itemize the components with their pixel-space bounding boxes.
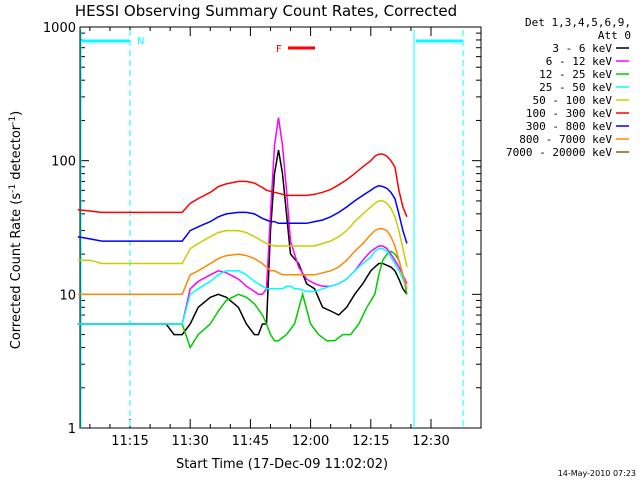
x-tick-label: 12:30	[412, 434, 449, 449]
x-axis-label: Start Time (17-Dec-09 11:02:02)	[176, 457, 388, 472]
legend-label: 800 - 7000 keV	[519, 133, 612, 146]
legend-header: Det 1,3,4,5,6,9,	[525, 16, 631, 29]
legend-label: 12 - 25 keV	[539, 68, 612, 81]
legend-label: 300 - 800 keV	[526, 120, 612, 133]
x-tick-label: 11:30	[171, 434, 208, 449]
y-tick-label: 10	[59, 288, 76, 303]
y-tick-label: 100	[51, 155, 76, 170]
x-tick-label: 11:15	[111, 434, 148, 449]
legend-label: 100 - 300 keV	[526, 107, 612, 120]
legend-label: 50 - 100 keV	[533, 94, 613, 107]
y-axis-label: Corrected Count Rate (s-1 detector-1)	[8, 111, 24, 349]
series-line-1	[77, 117, 408, 325]
series-line-2	[77, 250, 408, 350]
legend-label: 25 - 50 keV	[539, 81, 612, 94]
legend-label: 6 - 12 keV	[546, 55, 613, 68]
series-line-5	[77, 153, 408, 218]
series-line-7	[77, 227, 408, 296]
flare-label: F	[276, 44, 282, 55]
legend-header: Att 0	[598, 29, 631, 42]
legend-label: 3 - 6 keV	[552, 42, 612, 55]
y-tick-label: 1000	[43, 21, 76, 36]
series-line-4	[77, 200, 408, 268]
y-tick-label: 1	[68, 422, 76, 437]
chart-title: HESSI Observing Summary Count Rates, Cor…	[75, 2, 457, 20]
night-label: N	[137, 36, 144, 47]
footer-date: 14-May-2010 07:23	[558, 469, 636, 478]
x-tick-label: 11:45	[232, 434, 269, 449]
series-line-6	[77, 184, 408, 244]
x-tick-label: 12:15	[352, 434, 389, 449]
plot-area: 1 10 100 1000 11:15 11:30 11:45 12:00 12:15 12:30…	[43, 21, 482, 449]
legend-label: 7000 - 20000 keV	[506, 146, 612, 159]
plot-frame	[79, 26, 482, 429]
series-line-3	[77, 247, 408, 325]
x-tick-label: 12:00	[292, 434, 329, 449]
series-line-0	[77, 149, 408, 336]
